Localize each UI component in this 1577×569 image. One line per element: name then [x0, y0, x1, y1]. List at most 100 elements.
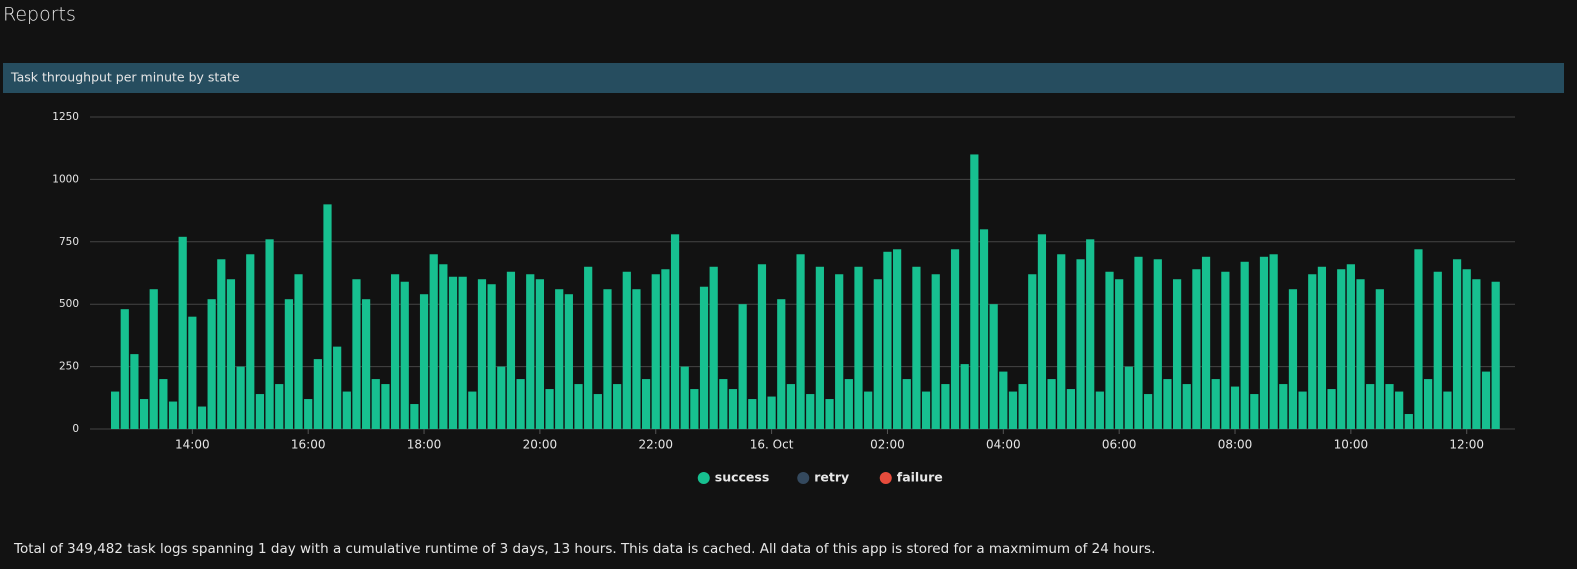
bar	[217, 259, 226, 429]
bar	[690, 389, 699, 429]
bar	[873, 279, 882, 429]
legend-label: success	[715, 470, 770, 485]
bar	[226, 279, 236, 429]
bar	[786, 384, 796, 429]
bar	[1337, 269, 1346, 429]
bar	[593, 394, 602, 429]
bar	[342, 391, 351, 429]
bar	[584, 266, 593, 429]
bar	[516, 379, 525, 429]
bar	[1134, 256, 1143, 429]
bar	[738, 304, 747, 429]
bar	[680, 366, 689, 429]
bar	[1037, 234, 1047, 429]
x-tick-label: 12:00	[1449, 438, 1484, 452]
x-tick-label: 16:00	[291, 438, 326, 452]
bar	[1443, 391, 1452, 429]
bar	[313, 359, 322, 429]
bar	[699, 286, 709, 429]
bar	[960, 364, 969, 429]
y-tick-label: 250	[59, 361, 79, 373]
bar	[796, 254, 805, 429]
x-tick-label: 08:00	[1218, 438, 1253, 452]
bar	[1163, 379, 1172, 429]
bar	[931, 274, 940, 429]
bar	[1395, 391, 1404, 429]
bar	[448, 276, 458, 429]
bar	[632, 289, 641, 429]
bar	[1115, 279, 1124, 429]
bar	[613, 384, 622, 429]
bar	[168, 401, 178, 429]
bar	[979, 229, 989, 429]
bar	[304, 399, 313, 429]
bar	[265, 239, 274, 429]
y-tick-label: 1250	[52, 111, 79, 123]
bar	[1076, 259, 1085, 429]
legend-marker	[797, 472, 810, 484]
bar	[912, 266, 921, 429]
bar	[1018, 384, 1027, 429]
bar	[333, 346, 342, 429]
bar	[410, 404, 419, 429]
bar	[246, 254, 255, 429]
bar	[950, 249, 960, 429]
legend-label: retry	[814, 470, 849, 485]
legend-label: failure	[897, 470, 943, 485]
bar	[439, 264, 448, 429]
bar	[468, 391, 477, 429]
x-tick-label: 06:00	[1102, 438, 1137, 452]
x-tick-label: 20:00	[523, 438, 558, 452]
bar	[120, 309, 129, 429]
bar	[670, 234, 680, 429]
bar	[574, 384, 583, 429]
bar	[1124, 366, 1133, 429]
y-tick-label: 0	[72, 423, 79, 435]
bar	[178, 236, 187, 429]
bar	[661, 269, 670, 429]
bar	[1452, 259, 1462, 429]
bar	[1375, 289, 1384, 429]
bar	[1298, 391, 1307, 429]
bar	[535, 279, 545, 429]
chart-title: Task throughput per minute by state	[10, 70, 240, 85]
bar	[526, 274, 535, 429]
bar	[1095, 391, 1104, 429]
bar	[622, 271, 631, 429]
bar	[371, 379, 380, 429]
bar	[941, 384, 950, 429]
bar	[728, 389, 738, 429]
bar	[1028, 274, 1037, 429]
bar	[1433, 271, 1442, 429]
y-tick-label: 500	[59, 298, 79, 310]
bar	[477, 279, 487, 429]
bar	[284, 299, 293, 429]
bar	[1086, 239, 1095, 429]
bar	[1366, 384, 1375, 429]
bar	[1182, 384, 1191, 429]
bar	[1192, 269, 1201, 429]
bar	[1481, 371, 1491, 429]
bar	[429, 254, 438, 429]
legend-marker	[697, 472, 710, 484]
bar	[400, 281, 409, 429]
bar	[1385, 384, 1394, 429]
bar	[1105, 271, 1114, 429]
bar	[1144, 394, 1153, 429]
x-tick-label: 16. Oct	[750, 438, 794, 452]
page-title: Reports	[3, 4, 76, 26]
bar	[458, 276, 467, 429]
y-tick-label: 1000	[52, 173, 79, 185]
bar	[719, 379, 728, 429]
bar	[1462, 269, 1471, 429]
bar	[815, 266, 824, 429]
bar	[130, 354, 139, 429]
bar	[825, 399, 834, 429]
bar	[1201, 256, 1211, 429]
bar	[1153, 259, 1162, 429]
bar	[767, 396, 776, 429]
bar	[1279, 384, 1288, 429]
bar	[1288, 289, 1298, 429]
bar	[806, 394, 815, 429]
